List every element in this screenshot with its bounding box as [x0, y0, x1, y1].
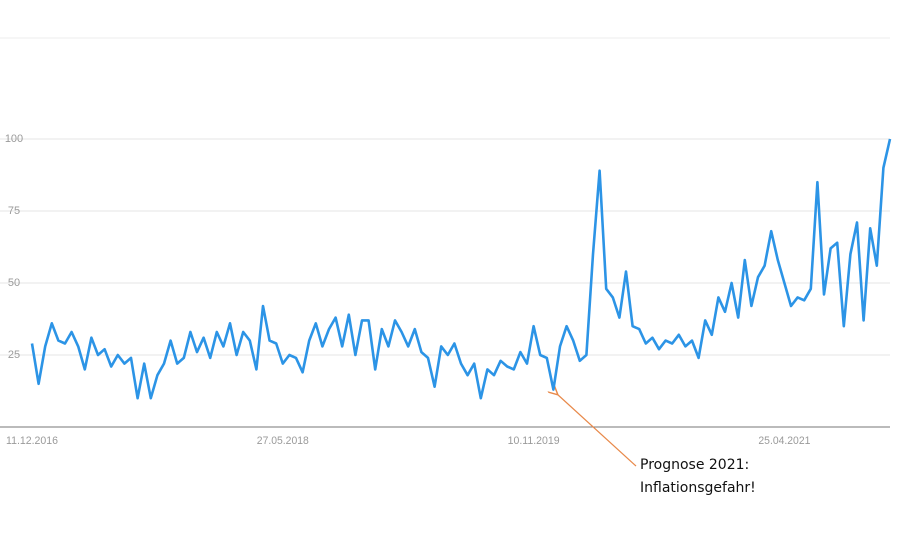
y-tick-label: 25	[8, 349, 20, 361]
x-tick-label: 25.04.2021	[758, 435, 810, 447]
y-tick-label: 75	[8, 205, 20, 217]
annotation-arrow	[557, 394, 637, 467]
x-tick-label: 27.05.2018	[257, 435, 309, 447]
annotation-line: Inflationsgefahr!	[640, 480, 756, 496]
annotation-line: Prognose 2021:	[640, 457, 749, 473]
trend-line	[30, 138, 892, 400]
y-tick-label: 50	[8, 277, 20, 289]
x-tick-label: 10.11.2019	[508, 435, 560, 447]
x-tick-label: 11.12.2016	[6, 435, 58, 447]
y-tick-label: 100	[5, 133, 23, 145]
